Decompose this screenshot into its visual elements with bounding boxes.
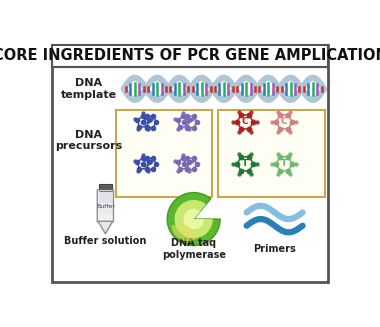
Text: Buffer solution: Buffer solution: [64, 236, 147, 246]
Bar: [99, 204, 112, 214]
Text: CORE INGREDIENTS OF PCR GENE AMPLICATION: CORE INGREDIENTS OF PCR GENE AMPLICATION: [0, 48, 380, 63]
Bar: [99, 192, 112, 203]
Text: DNA
template: DNA template: [60, 78, 117, 100]
Text: G: G: [183, 159, 190, 168]
Text: C: C: [281, 117, 288, 127]
Bar: [52, 45, 328, 67]
Text: Primers: Primers: [253, 244, 296, 254]
FancyBboxPatch shape: [97, 190, 114, 222]
Wedge shape: [172, 225, 198, 241]
Text: G: G: [142, 159, 149, 168]
Text: DNA
precursors: DNA precursors: [55, 129, 122, 151]
Wedge shape: [167, 193, 220, 246]
Bar: [99, 184, 112, 192]
Text: A: A: [142, 117, 149, 127]
Text: Buffer: Buffer: [96, 204, 115, 209]
Text: DNA taq
polymerase: DNA taq polymerase: [162, 238, 226, 260]
Text: A: A: [183, 117, 190, 127]
Polygon shape: [98, 221, 113, 234]
Bar: [116, 110, 212, 197]
Text: T: T: [281, 159, 287, 168]
Wedge shape: [174, 200, 213, 238]
Text: T: T: [242, 159, 248, 168]
Text: C: C: [242, 117, 249, 127]
Wedge shape: [184, 209, 204, 229]
Bar: [218, 110, 325, 197]
